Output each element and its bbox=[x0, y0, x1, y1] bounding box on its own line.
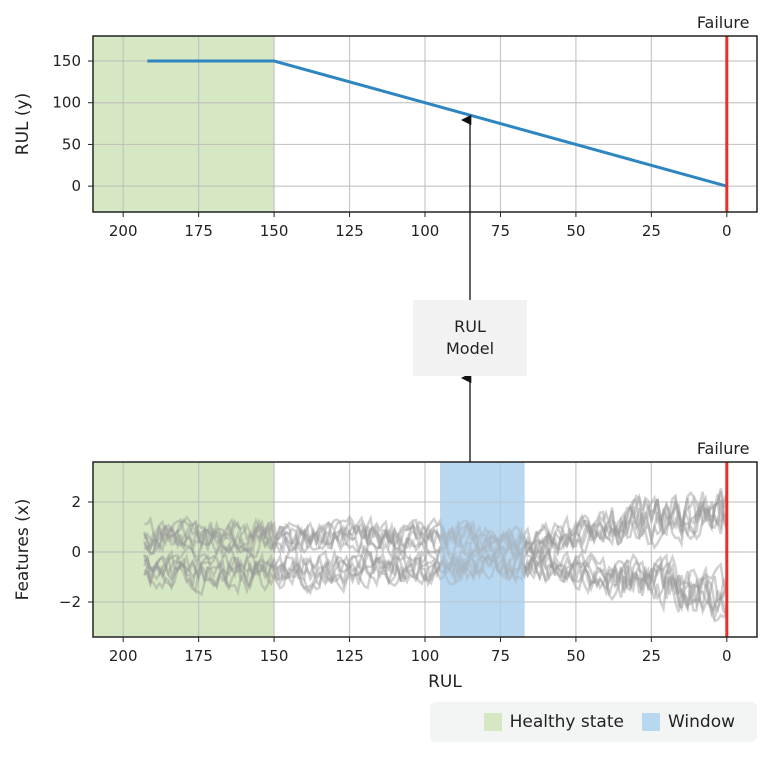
x-tick-label: 75 bbox=[491, 647, 510, 665]
plot-frame bbox=[92, 35, 758, 213]
model-label-line1: RUL bbox=[454, 317, 486, 336]
feature-trace bbox=[143, 494, 728, 567]
x-tick-label: 100 bbox=[411, 222, 440, 240]
feature-trace bbox=[143, 541, 729, 609]
failure-label: Failure bbox=[697, 13, 750, 32]
y-tick-label: 0 bbox=[71, 543, 81, 561]
legend-item-healthy: Healthy state bbox=[483, 712, 624, 732]
y-axis-label: RUL (y) bbox=[13, 93, 33, 155]
rul-model-box: RUL Model bbox=[413, 300, 527, 376]
window-overlay bbox=[440, 462, 525, 637]
feature-trace bbox=[143, 546, 729, 618]
x-tick-label: 150 bbox=[260, 222, 289, 240]
rul-series-line bbox=[147, 59, 728, 188]
feature-trace bbox=[144, 492, 729, 556]
x-tick-label: 125 bbox=[335, 222, 364, 240]
y-tick-label: −2 bbox=[59, 593, 81, 611]
feature-trace bbox=[143, 546, 728, 614]
feature-trace bbox=[143, 491, 728, 560]
legend-label-window: Window bbox=[667, 712, 735, 732]
legend-swatch-healthy bbox=[483, 713, 502, 731]
x-tick-label: 75 bbox=[491, 222, 510, 240]
model-label-line2: Model bbox=[445, 339, 495, 358]
failure-label: Failure bbox=[697, 439, 750, 458]
x-axis-label: RUL bbox=[428, 672, 462, 692]
y-tick-label: 2 bbox=[71, 493, 81, 511]
legend-item-window: Window bbox=[641, 712, 735, 732]
x-tick-label: 100 bbox=[411, 647, 440, 665]
x-tick-label: 50 bbox=[566, 647, 585, 665]
feature-trace bbox=[143, 501, 728, 564]
x-tick-label: 200 bbox=[109, 647, 138, 665]
legend: Healthy state Window bbox=[430, 702, 757, 742]
x-tick-label: 0 bbox=[722, 222, 732, 240]
feature-trace bbox=[143, 488, 728, 561]
y-tick-label: 0 bbox=[71, 177, 81, 195]
plot-frame bbox=[92, 461, 758, 638]
feature-trace bbox=[143, 550, 729, 614]
x-tick-label: 200 bbox=[109, 222, 138, 240]
x-tick-label: 50 bbox=[566, 222, 585, 240]
x-tick-label: 25 bbox=[642, 222, 661, 240]
x-tick-label: 0 bbox=[722, 647, 732, 665]
x-tick-label: 125 bbox=[335, 647, 364, 665]
x-tick-label: 175 bbox=[184, 647, 213, 665]
feature-trace bbox=[143, 544, 728, 623]
x-tick-label: 25 bbox=[642, 647, 661, 665]
x-tick-label: 150 bbox=[260, 647, 289, 665]
legend-swatch-window bbox=[641, 713, 660, 731]
y-tick-label: 100 bbox=[52, 94, 81, 112]
y-tick-label: 50 bbox=[62, 135, 81, 153]
y-tick-label: 150 bbox=[52, 52, 81, 70]
feature-trace bbox=[143, 551, 728, 622]
legend-label-healthy: Healthy state bbox=[509, 712, 624, 732]
x-tick-label: 175 bbox=[184, 222, 213, 240]
feature-trace bbox=[143, 542, 728, 616]
feature-trace bbox=[143, 493, 728, 557]
region-1 bbox=[440, 462, 525, 637]
y-axis-label: Features (x) bbox=[13, 499, 33, 601]
feature-trace bbox=[143, 490, 729, 564]
